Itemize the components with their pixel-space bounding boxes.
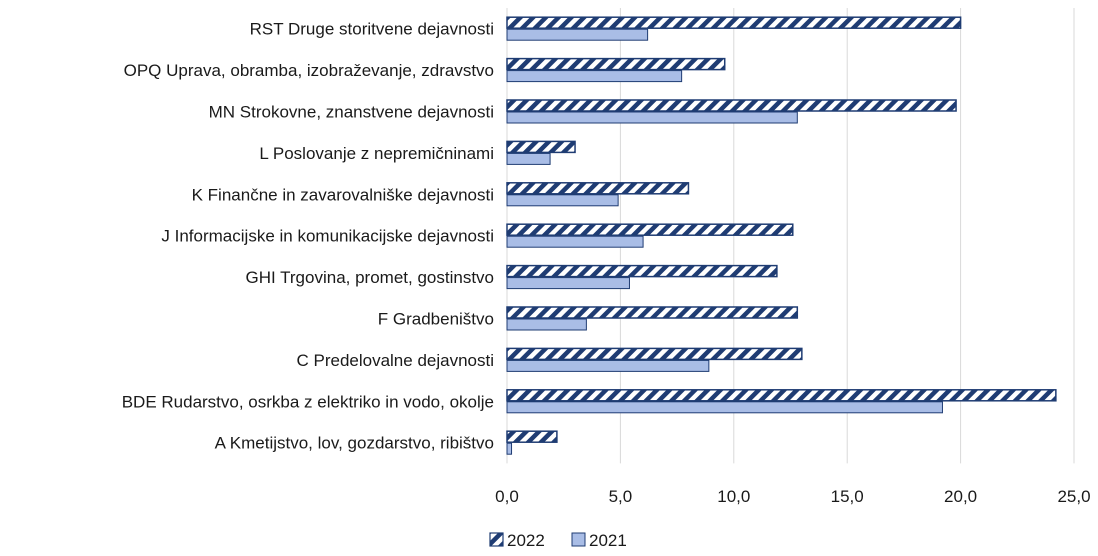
bar-2021-10	[506, 442, 513, 455]
category-label-10: A Kmetijstvo, lov, gozdarstvo, ribištvo	[215, 434, 494, 453]
category-label-4: K Finančne in zavarovalniške dejavnosti	[192, 185, 494, 204]
category-label-8: C Predelovalne dejavnosti	[296, 351, 494, 370]
bar-2021-8	[506, 359, 710, 372]
category-label-5: J Informacijske in komunikacijske dejavn…	[161, 227, 494, 246]
x-axis-tick-labels: 0,0 5,0 10,0 15,0 20,0 25,0	[495, 487, 1090, 506]
legend-label-2021: 2021	[589, 531, 627, 550]
bar-2022-8	[506, 347, 803, 361]
category-labels: RST Druge storitvene dejavnosti OPQ Uprav…	[122, 20, 494, 453]
x-tick-label-5: 25,0	[1057, 487, 1090, 506]
bars	[506, 16, 1057, 455]
category-label-0: RST Druge storitvene dejavnosti	[250, 20, 494, 39]
bar-2022-10	[506, 430, 558, 443]
bar-2022-1	[506, 57, 726, 71]
bar-2022-0	[506, 16, 962, 29]
bar-2022-3	[506, 140, 576, 154]
category-label-3: L Poslovanje z nepremičninami	[259, 144, 494, 163]
bar-2021-0	[506, 28, 649, 41]
legend-swatch-2022	[489, 532, 504, 547]
x-tick-label-3: 15,0	[831, 487, 864, 506]
bar-2021-6	[506, 277, 630, 290]
bar-2022-2	[506, 99, 957, 112]
bar-2022-6	[506, 264, 778, 278]
category-label-1: OPQ Uprava, obramba, izobraževanje, zdra…	[124, 61, 494, 80]
bar-2022-9	[506, 389, 1057, 402]
bar-2021-4	[506, 194, 619, 207]
bar-2022-5	[506, 223, 794, 236]
bar-2021-5	[506, 235, 644, 248]
bar-2022-7	[506, 306, 799, 319]
category-label-2: MN Strokovne, znanstvene dejavnosti	[209, 103, 494, 122]
category-label-7: F Gradbeništvo	[378, 310, 494, 329]
bar-2021-9	[506, 401, 943, 414]
bar-2021-7	[506, 318, 587, 331]
x-tick-label-4: 20,0	[944, 487, 977, 506]
legend-swatch-2021	[571, 532, 586, 547]
legend: 2022 2021	[489, 531, 627, 550]
bar-2021-3	[506, 152, 551, 165]
legend-label-2022: 2022	[507, 531, 545, 550]
bar-2021-2	[506, 111, 798, 124]
category-label-6: GHI Trgovina, promet, gostinstvo	[246, 268, 495, 287]
x-tick-label-2: 10,0	[717, 487, 750, 506]
bar-2022-4	[506, 182, 690, 195]
bar-2021-1	[506, 70, 683, 83]
category-label-9: BDE Rudarstvo, osrkba z elektriko in vod…	[122, 392, 494, 411]
x-tick-label-0: 0,0	[495, 487, 519, 506]
x-tick-label-1: 5,0	[609, 487, 633, 506]
